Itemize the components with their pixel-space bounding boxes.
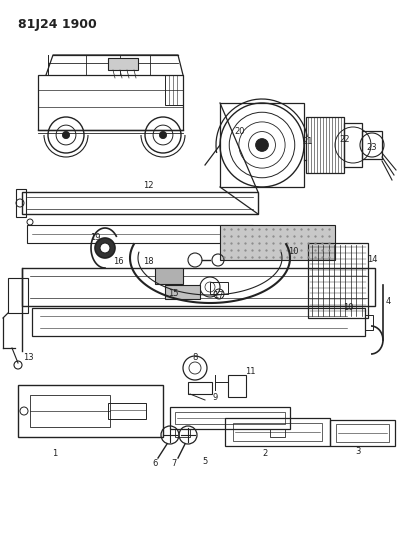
- Bar: [27, 225, 253, 243]
- Bar: [210, 282, 228, 294]
- Bar: [108, 58, 138, 70]
- Bar: [220, 103, 304, 187]
- Bar: [22, 192, 258, 214]
- Bar: [270, 429, 285, 437]
- Text: 23: 23: [367, 143, 377, 152]
- Text: 10: 10: [343, 303, 353, 312]
- Text: 5: 5: [203, 457, 208, 466]
- Text: 22: 22: [340, 135, 350, 144]
- Bar: [32, 308, 365, 336]
- Circle shape: [160, 132, 166, 139]
- Text: 7: 7: [171, 458, 177, 467]
- Text: 81J24 1900: 81J24 1900: [18, 18, 97, 31]
- Text: 17: 17: [213, 290, 223, 300]
- Bar: [362, 131, 382, 159]
- Text: 9: 9: [213, 393, 218, 402]
- Text: 20: 20: [235, 127, 245, 136]
- Text: 13: 13: [23, 353, 33, 362]
- Bar: [165, 75, 183, 105]
- Bar: [308, 243, 368, 318]
- Text: 21: 21: [303, 138, 313, 147]
- Text: 15: 15: [168, 288, 178, 297]
- Text: 10: 10: [288, 247, 298, 256]
- Text: 14: 14: [367, 255, 377, 264]
- Bar: [16, 189, 26, 217]
- Bar: [108, 403, 146, 419]
- Bar: [155, 268, 183, 284]
- Circle shape: [63, 132, 70, 139]
- Bar: [22, 268, 375, 306]
- Text: 3: 3: [355, 448, 360, 456]
- Text: 12: 12: [143, 181, 153, 190]
- Bar: [344, 123, 362, 167]
- Bar: [175, 429, 190, 437]
- Bar: [225, 418, 330, 446]
- Bar: [306, 117, 344, 173]
- Circle shape: [256, 139, 268, 151]
- Bar: [18, 385, 163, 437]
- Text: 2: 2: [262, 448, 267, 457]
- Text: 6: 6: [152, 458, 158, 467]
- Text: 16: 16: [113, 257, 124, 266]
- Text: 19: 19: [90, 233, 100, 243]
- Bar: [188, 382, 212, 394]
- Bar: [233, 423, 322, 441]
- Bar: [336, 424, 389, 442]
- Bar: [365, 315, 373, 330]
- Text: 18: 18: [143, 257, 153, 266]
- Circle shape: [100, 243, 110, 253]
- Bar: [170, 407, 290, 429]
- Text: 11: 11: [245, 367, 255, 376]
- Bar: [38, 75, 183, 130]
- Circle shape: [95, 238, 115, 258]
- Text: 4: 4: [385, 297, 391, 306]
- Text: 1: 1: [53, 448, 58, 457]
- Bar: [30, 395, 110, 427]
- Bar: [165, 285, 200, 299]
- Bar: [220, 225, 335, 260]
- Bar: [8, 278, 28, 313]
- Text: 8: 8: [192, 352, 198, 361]
- Bar: [228, 375, 246, 397]
- Bar: [330, 420, 395, 446]
- Bar: [175, 412, 285, 424]
